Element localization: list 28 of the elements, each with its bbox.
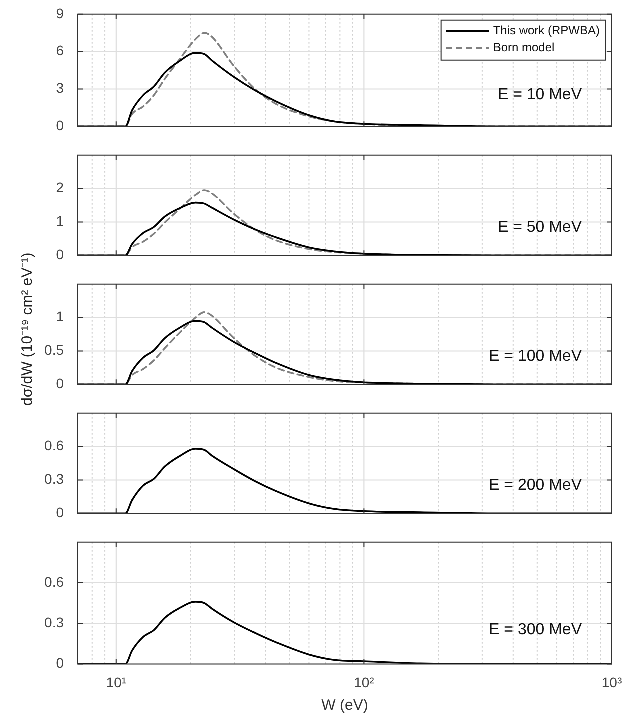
legend-label: Born model	[493, 40, 555, 55]
annotation: E = 50 MeV	[498, 218, 582, 236]
y-tick-label: 3	[56, 80, 64, 96]
y-tick-label: 9	[56, 5, 64, 22]
y-tick-label: 0	[56, 375, 64, 392]
annotation: E = 100 MeV	[489, 348, 582, 365]
annotation: E = 10 MeV	[498, 86, 582, 104]
y-tick-label: 1	[56, 213, 64, 230]
x-tick-label: 10²	[354, 674, 375, 690]
y-tick-label: 0	[56, 655, 64, 672]
y-tick-label: 1	[56, 308, 64, 325]
y-tick-label: 0.3	[44, 471, 64, 488]
legend-label: This work (RPWBA)	[493, 24, 600, 38]
annotation: E = 300 MeV	[489, 622, 582, 638]
y-tick-label: 6	[56, 42, 64, 59]
y-tick-label: 0.3	[44, 614, 64, 630]
y-tick-label: 2	[56, 180, 64, 196]
y-tick-label: 0.6	[44, 438, 64, 454]
y-tick-label: 0	[56, 117, 64, 134]
x-tick-label: 10¹	[106, 674, 127, 690]
x-tick-label: 10³	[602, 674, 622, 690]
annotation: E = 200 MeV	[489, 476, 582, 494]
x-axis-title: W (eV)	[322, 697, 368, 714]
y-tick-label: 0	[56, 504, 64, 520]
y-axis-title: dσ/dW (10⁻¹⁹ cm² eV⁻¹)	[18, 252, 36, 406]
y-tick-label: 0.6	[44, 574, 64, 590]
y-tick-label: 0.5	[44, 342, 64, 358]
y-tick-label: 0	[56, 246, 64, 262]
